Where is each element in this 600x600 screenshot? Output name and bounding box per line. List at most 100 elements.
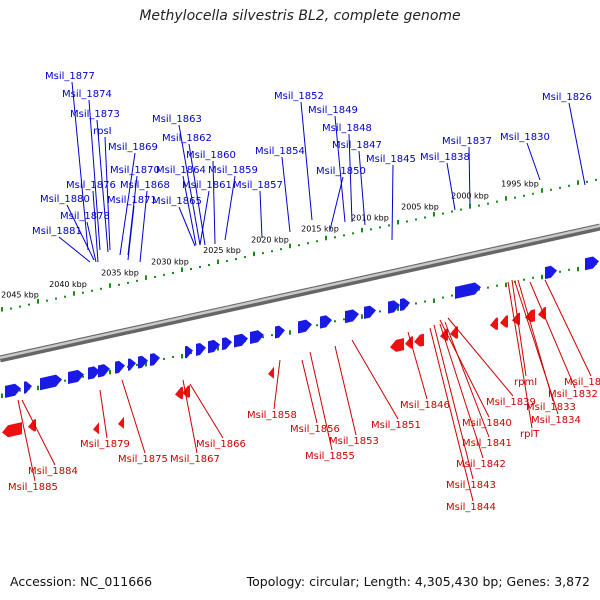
reverse-leader-line <box>429 327 474 502</box>
forward-gene-arrow <box>400 298 410 311</box>
reverse-gene-arrow <box>28 419 36 432</box>
forward-gene-label: Msil_1849 <box>308 105 358 116</box>
kbp-marker-label: 2030 kbp <box>151 258 189 267</box>
gene-labels: Msil_1877 Msil_1874 Msil_1873 rpsI Msil_1869… <box>8 71 600 513</box>
forward-gene-arrow <box>185 345 193 359</box>
reverse-gene-label: Msil_1884 <box>28 466 78 477</box>
reverse-leader-line <box>21 399 56 466</box>
forward-leader-line <box>127 205 135 261</box>
reverse-gene-arrow <box>500 315 508 328</box>
forward-gene-label: Msil_1857 <box>233 180 283 191</box>
reverse-gene-label: Msil_1867 <box>170 454 220 465</box>
reverse-gene-label: Msil_1856 <box>290 424 340 435</box>
reverse-leader-line <box>334 345 357 436</box>
forward-gene-arrow <box>40 374 62 391</box>
reverse-gene-label: rplT <box>520 429 540 440</box>
forward-gene-arrow <box>250 330 264 344</box>
reverse-gene-label: Msil_1858 <box>247 410 297 421</box>
kbp-marker-label: 2000 kbp <box>451 192 489 201</box>
reverse-gene-label: Msil_1866 <box>196 439 246 450</box>
forward-leader-line <box>71 81 89 251</box>
forward-leader-line <box>66 204 95 261</box>
forward-gene-arrow <box>320 315 332 329</box>
reverse-gene-arrow <box>182 385 190 398</box>
forward-leader-line <box>104 136 111 251</box>
forward-gene-arrow <box>138 355 148 369</box>
reverse-leader-line <box>189 383 224 439</box>
forward-leader-line <box>88 99 101 251</box>
forward-leader-line <box>281 156 291 233</box>
reverse-gene-label: Msil_1839 <box>486 397 536 408</box>
forward-leader-line <box>391 164 394 241</box>
reverse-gene-arrow <box>390 338 404 352</box>
reverse-gene-label: Msil_1846 <box>400 400 450 411</box>
kbp-marker-label: 1995 kbp <box>501 180 539 189</box>
genome-summary-label: Topology: circular; Length: 4,305,430 bp… <box>246 574 590 589</box>
forward-gene-arrow <box>455 282 481 299</box>
forward-gene-label: Msil_1863 <box>152 114 202 125</box>
forward-gene-label: Msil_1854 <box>255 146 305 157</box>
kbp-marker-label: 2040 kbp <box>49 280 87 289</box>
forward-gene-arrow <box>388 300 400 314</box>
forward-leader-line <box>358 150 366 226</box>
reverse-leader-line <box>121 379 146 454</box>
reverse-gene-arrow <box>2 422 22 438</box>
reverse-leader-line <box>544 279 592 377</box>
reverse-leader-line <box>439 319 490 418</box>
forward-leader-line <box>139 190 148 263</box>
forward-gene-arrow <box>128 358 136 371</box>
page-title: Methylocella silvestris BL2, complete ge… <box>139 8 461 24</box>
reverse-gene-label: Msil_1840 <box>462 418 512 429</box>
reverse-gene-label: Msil_1851 <box>371 420 421 431</box>
forward-gene-label: Msil_1870 <box>110 165 160 176</box>
forward-leader-line <box>334 115 346 223</box>
forward-gene-arrow <box>222 337 232 351</box>
reverse-leader-line <box>301 359 318 424</box>
reverse-gene-arrow <box>414 333 424 347</box>
reverse-gene-arrow <box>450 326 458 339</box>
reverse-gene-arrow <box>268 366 274 379</box>
kbp-marker-label: 2045 kbp <box>1 291 39 300</box>
forward-gene-label: Msil_1847 <box>332 140 382 151</box>
kbp-marker-label: 2005 kbp <box>401 203 439 212</box>
reverse-gene-arrow <box>490 317 498 330</box>
forward-leader-line <box>446 162 456 211</box>
reverse-gene-arrow <box>175 386 183 400</box>
reverse-gene-arrow <box>440 328 448 341</box>
reverse-gene-label: rpmI <box>514 377 537 388</box>
reverse-gene-label: Msil_1831 <box>564 377 600 388</box>
reverse-leader-line <box>514 281 559 415</box>
reverse-leader-line <box>273 359 281 410</box>
forward-leader-line <box>86 221 97 263</box>
forward-leader-line <box>259 190 263 239</box>
forward-leader-line <box>96 119 109 253</box>
reverse-leader-line <box>529 281 576 389</box>
forward-leader-line <box>199 190 210 246</box>
forward-gene-arrow <box>88 366 100 380</box>
reverse-gene-label: Msil_1842 <box>456 459 506 470</box>
forward-gene-label: rpsI <box>93 126 112 137</box>
forward-gene-label: Msil_1881 <box>32 226 82 237</box>
reverse-leader-line <box>182 379 198 454</box>
forward-gene-arrow <box>208 339 220 354</box>
forward-gene-label: Msil_1876 <box>66 180 116 191</box>
kbp-marker-label: 2020 kbp <box>251 236 289 245</box>
forward-leader-line <box>348 133 353 223</box>
reverse-gene-label: Msil_1834 <box>531 415 581 426</box>
forward-gene-arrow <box>298 319 312 334</box>
reverse-gene-label: Msil_1853 <box>329 436 379 447</box>
forward-gene-label: Msil_1861 <box>182 180 232 191</box>
forward-leader-line <box>58 236 91 263</box>
forward-gene-label: Msil_1868 <box>120 180 170 191</box>
forward-leader-line <box>92 190 99 263</box>
forward-leader-line <box>468 146 471 206</box>
forward-gene-arrow <box>275 325 285 339</box>
reverse-gene-arrow <box>118 416 124 429</box>
forward-gene-arrow <box>5 383 21 398</box>
forward-leader-line <box>526 142 541 181</box>
reverse-leader-line <box>439 323 484 459</box>
reverse-gene-arrow <box>405 336 413 349</box>
forward-gene-label: Msil_1848 <box>322 123 372 134</box>
